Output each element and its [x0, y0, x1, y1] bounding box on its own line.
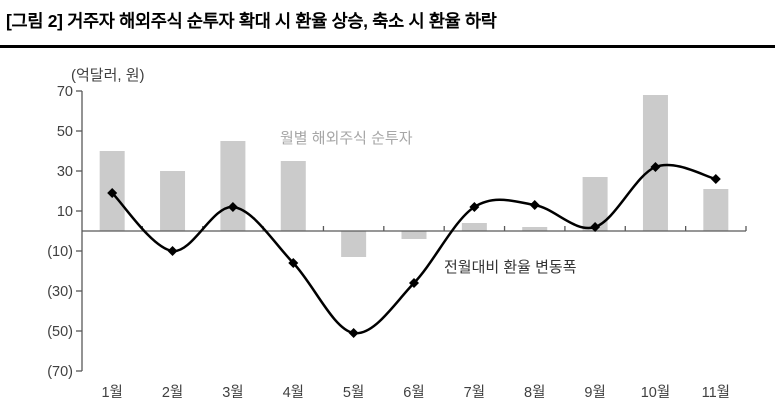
x-tick-label: 5월 [343, 384, 364, 401]
x-tick-label: 2월 [162, 384, 183, 401]
x-tick-label: 10월 [641, 384, 670, 401]
marker-diamond-1월 [107, 188, 118, 198]
marker-diamond-4월 [288, 258, 299, 268]
y-tick-label: 50 [57, 124, 73, 140]
bar-3월 [220, 141, 246, 231]
x-tick-label: 7월 [464, 384, 485, 401]
y-tick-label: 10 [57, 204, 73, 220]
bar-6월 [401, 231, 427, 239]
x-tick-label: 4월 [283, 384, 304, 401]
title-divider [0, 45, 775, 48]
x-tick-label: 1월 [101, 384, 122, 401]
series-label-fx-change: 전월대비 환율 변동폭 [444, 259, 577, 276]
x-tick-label: 9월 [584, 384, 605, 401]
chart-canvas: 70 50 30 10 (10) (30) (50) (70) 1월 2월 3월 4월 5월 6월 7월 8월… [47, 67, 747, 401]
bar-5월 [341, 231, 367, 257]
y-tick-label: (30) [47, 284, 73, 300]
bar-8월 [522, 227, 548, 231]
figure-title: [그림 2] 거주자 해외주식 순투자 확대 시 환율 상승, 축소 시 환율 … [6, 11, 497, 31]
marker-diamond-8월 [529, 200, 540, 210]
marker-diamond-3월 [227, 202, 238, 212]
y-tick-label: (10) [47, 244, 73, 260]
marker-diamond-6월 [409, 278, 419, 288]
marker-diamond-2월 [167, 246, 178, 256]
bar-4월 [280, 161, 306, 231]
x-tick-label: 6월 [403, 384, 424, 401]
y-tick-label: (70) [47, 364, 73, 380]
y-axis-unit-label: (억달러, 원) [71, 67, 145, 84]
x-tick-label: 11월 [702, 384, 730, 401]
x-tick-label: 3월 [222, 384, 243, 401]
marker-diamond-7월 [469, 202, 480, 212]
marker-diamond-5월 [348, 328, 359, 338]
marker-diamond-11월 [710, 174, 721, 184]
bar-11월 [703, 189, 729, 231]
marker-diamond-10월 [650, 162, 661, 172]
series-label-net-investment: 월별 해외주식 순투자 [280, 130, 413, 147]
marker-diamond-9월 [590, 222, 601, 232]
y-tick-label: 30 [57, 164, 73, 180]
y-tick-label: (50) [47, 324, 73, 340]
bar-7월 [461, 223, 487, 231]
y-tick-label: 70 [57, 84, 73, 100]
x-tick-label: 8월 [524, 384, 545, 401]
fx-change-line [111, 163, 717, 335]
bar-2월 [160, 171, 186, 231]
